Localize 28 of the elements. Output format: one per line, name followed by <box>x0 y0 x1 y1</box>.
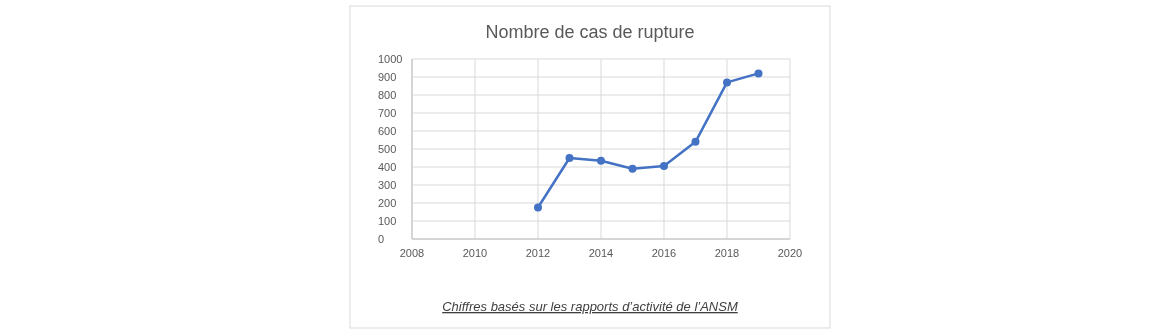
y-tick-label: 0 <box>378 232 385 245</box>
point <box>628 164 637 173</box>
y-tick-label: 700 <box>378 106 397 119</box>
x-tick-label: 2018 <box>714 247 740 259</box>
y-tick-label: 900 <box>378 70 397 83</box>
y-tick-label: 200 <box>378 196 397 209</box>
point <box>723 78 731 87</box>
point <box>691 137 700 146</box>
y-tick-label: 100 <box>378 214 397 227</box>
point <box>597 156 605 165</box>
y-tick-label: 1000 <box>378 52 403 65</box>
x-tick-label: 2020 <box>777 247 803 259</box>
y-tick-label: 600 <box>378 124 397 137</box>
x-tick-label: 2014 <box>588 247 614 259</box>
x-tick-label: 2008 <box>399 247 425 259</box>
y-tick-label: 800 <box>378 88 397 101</box>
chart-title: Nombre de cas de rupture <box>485 22 695 42</box>
y-tick-label: 400 <box>378 160 397 173</box>
x-tick-label: 2016 <box>651 247 677 259</box>
y-tick-label: 300 <box>378 178 397 191</box>
point <box>534 203 542 212</box>
x-tick-label: 2010 <box>462 247 488 259</box>
point <box>565 154 574 162</box>
point <box>754 69 763 78</box>
y-tick-label: 500 <box>378 142 397 155</box>
point <box>660 162 668 171</box>
text: Chiffres basés sur les rapports d’activité de l’ANSM <box>442 299 738 314</box>
x-tick-label: 2012 <box>525 247 551 259</box>
